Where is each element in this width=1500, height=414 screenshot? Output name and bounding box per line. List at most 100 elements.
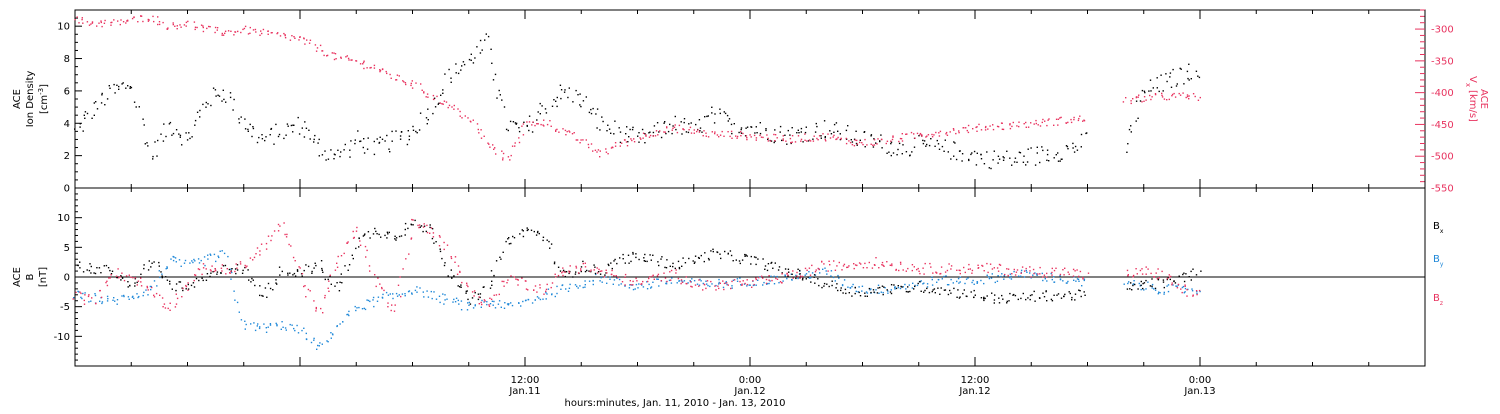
data-point	[733, 279, 736, 281]
data-point	[889, 291, 892, 293]
data-point	[730, 130, 733, 133]
data-point	[648, 277, 650, 280]
data-point	[330, 149, 332, 151]
data-point	[221, 270, 223, 272]
data-point	[1062, 269, 1064, 271]
data-point	[1151, 285, 1153, 287]
data-point	[703, 284, 706, 286]
data-point	[755, 277, 757, 279]
data-point	[922, 139, 924, 142]
data-point	[568, 272, 570, 275]
data-point	[781, 273, 783, 275]
data-point	[91, 117, 93, 119]
data-point	[994, 281, 996, 284]
data-point	[870, 134, 873, 136]
data-point	[160, 133, 162, 135]
data-point	[744, 255, 746, 257]
data-point	[105, 281, 107, 284]
data-point	[457, 108, 459, 110]
data-point	[152, 155, 154, 158]
data-point	[1195, 274, 1198, 276]
data-point	[973, 283, 975, 285]
data-point	[272, 289, 274, 291]
data-point	[967, 124, 970, 127]
data-point	[1032, 268, 1035, 271]
data-point	[533, 289, 535, 291]
data-point	[333, 153, 336, 155]
data-point	[569, 265, 571, 267]
data-point	[234, 299, 236, 301]
data-point	[864, 262, 866, 265]
data-point	[466, 309, 469, 311]
data-point	[1010, 275, 1012, 278]
data-point	[947, 151, 949, 153]
data-point	[652, 135, 654, 137]
data-point	[1167, 290, 1170, 293]
data-point	[429, 232, 431, 234]
data-point	[327, 278, 329, 281]
data-point	[1188, 276, 1190, 278]
data-point	[722, 286, 725, 289]
data-point	[873, 291, 875, 293]
data-point	[252, 279, 254, 281]
data-point	[663, 122, 665, 124]
legend-by: By	[1433, 254, 1444, 268]
data-point	[507, 304, 510, 306]
data-point	[276, 283, 278, 285]
data-point	[472, 62, 475, 64]
data-point	[74, 128, 76, 130]
data-point	[337, 149, 339, 151]
data-point	[881, 147, 883, 149]
data-point	[88, 269, 91, 272]
data-point	[191, 260, 193, 262]
data-point	[537, 123, 539, 125]
data-point	[1143, 100, 1145, 102]
data-point	[971, 272, 973, 274]
data-point	[222, 265, 225, 267]
data-point	[649, 131, 651, 133]
data-point	[341, 282, 343, 284]
data-point	[1025, 121, 1027, 124]
data-point	[303, 136, 306, 138]
data-point	[100, 272, 102, 274]
data-point	[844, 288, 847, 291]
data-point	[575, 267, 578, 269]
data-point	[119, 23, 121, 26]
data-point	[336, 262, 338, 264]
data-point	[79, 126, 81, 128]
data-point	[153, 296, 156, 298]
data-point	[568, 130, 570, 132]
data-point	[801, 279, 804, 281]
data-point	[407, 227, 409, 230]
data-point	[259, 326, 261, 328]
data-point	[957, 289, 959, 291]
data-point	[1155, 272, 1157, 274]
data-point	[594, 266, 596, 268]
data-point	[746, 279, 748, 281]
data-point	[580, 269, 582, 272]
data-point	[235, 263, 237, 265]
data-point	[664, 131, 666, 133]
data-point	[717, 285, 719, 287]
data-point	[390, 77, 392, 79]
data-point	[958, 297, 961, 299]
data-point	[981, 264, 983, 267]
data-point	[1139, 285, 1141, 287]
data-point	[198, 268, 201, 271]
data-point	[491, 284, 493, 286]
data-point	[1135, 268, 1137, 270]
data-point	[1044, 278, 1046, 280]
data-point	[191, 136, 193, 138]
data-point	[845, 292, 847, 295]
data-point	[895, 287, 898, 290]
data-point	[116, 84, 118, 86]
data-point	[1132, 274, 1135, 277]
data-point	[259, 294, 261, 297]
data-point	[546, 239, 548, 241]
data-point	[879, 140, 881, 143]
data-point	[148, 260, 150, 262]
data-point	[289, 323, 291, 326]
data-point	[193, 286, 196, 288]
data-point	[289, 272, 291, 274]
data-point	[879, 286, 881, 289]
